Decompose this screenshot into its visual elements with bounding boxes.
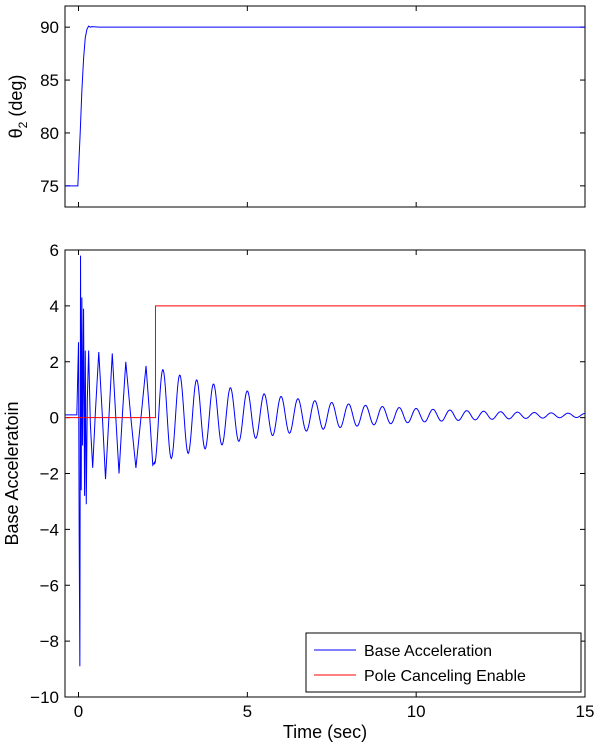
base-acceleration-y-tick-label: −6 — [40, 576, 59, 595]
legend: Base Acceleration Pole Canceling Enable — [305, 632, 582, 693]
theta2-y-tick-label: 80 — [40, 124, 59, 143]
theta2-y-ticks: 75 80 85 90 — [40, 18, 585, 196]
series-pole-canceling-enable — [65, 305, 585, 419]
base-acceleration-x-ticks: 0 5 10 15 — [74, 250, 595, 721]
legend-box — [305, 632, 582, 693]
base-acceleration-x-tick-label: 0 — [74, 702, 83, 721]
base-acceleration-y-tick-label: 6 — [50, 241, 59, 260]
base-acceleration-y-tick-label: 0 — [50, 409, 59, 428]
legend-label-pole-canceling-enable: Pole Canceling Enable — [364, 668, 526, 685]
base-acceleration-y-tick-label: 2 — [50, 353, 59, 372]
base-acceleration-y-tick-label: −4 — [40, 520, 59, 539]
base-acceleration-x-tick-label: 5 — [243, 702, 252, 721]
theta2-x-ticks — [78, 6, 586, 207]
legend-label-base-acceleration: Base Acceleration — [364, 643, 492, 660]
theta2-y-axis-label: θ2 (deg) — [6, 75, 30, 139]
theta2-plot-frame — [64, 5, 586, 208]
theta2-y-tick-label: 90 — [40, 18, 59, 37]
base-acceleration-y-ticks: −10 −8 −6 −4 −2 0 2 4 6 — [30, 241, 585, 707]
base-acceleration-x-tick-label: 15 — [576, 702, 595, 721]
theta2-y-tick-label: 85 — [40, 71, 59, 90]
base-acceleration-y-axis-label: Base Acceleratoin — [2, 401, 22, 545]
base-acceleration-y-tick-label: −10 — [30, 688, 59, 707]
base-acceleration-y-tick-label: −8 — [40, 632, 59, 651]
base-acceleration-y-tick-label: −2 — [40, 465, 59, 484]
theta2-y-tick-label: 75 — [40, 177, 59, 196]
series-theta2 — [65, 25, 585, 187]
theta2-y-axis-label-subscript: 2 — [16, 121, 30, 128]
base-acceleration-x-tick-label: 10 — [407, 702, 426, 721]
base-acceleration-y-tick-label: 4 — [50, 297, 59, 316]
theta2-plot: 75 80 85 90 θ2 (deg) — [6, 5, 586, 208]
series-base-acceleration — [65, 255, 585, 667]
theta2-y-axis-label-unit: (deg) — [6, 75, 26, 122]
x-axis-label: Time (sec) — [283, 722, 367, 742]
theta2-y-axis-label-symbol: θ — [6, 128, 26, 138]
base-acceleration-plot: −10 −8 −6 −4 −2 0 2 4 6 0 5 10 15 Base Acceleratoin… — [2, 241, 594, 742]
